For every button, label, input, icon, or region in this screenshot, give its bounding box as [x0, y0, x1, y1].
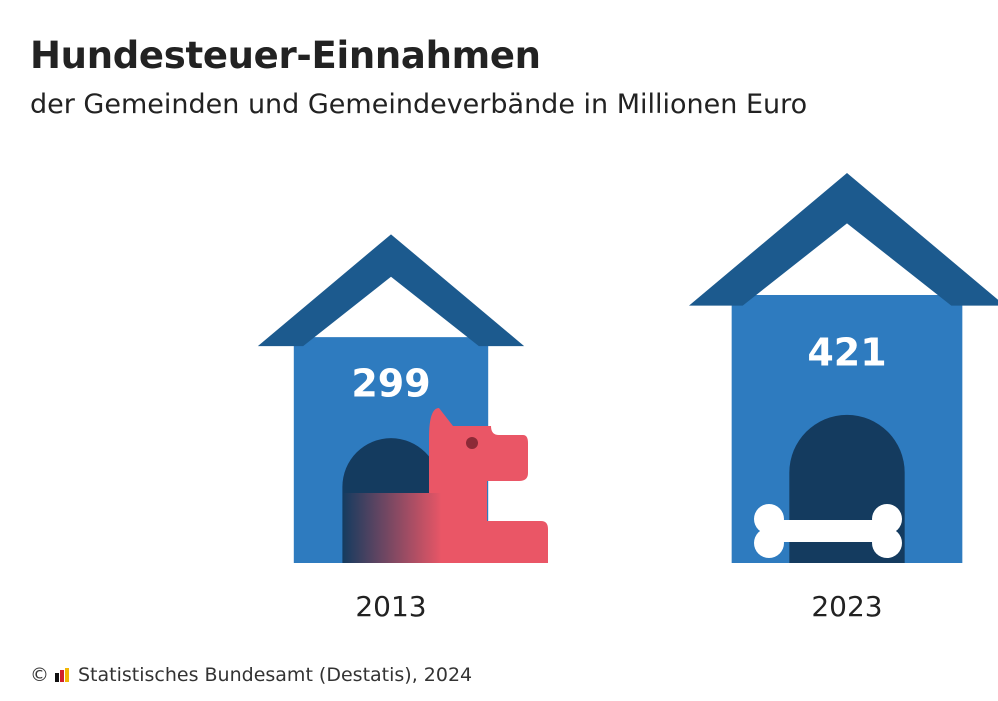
bone-knob — [754, 504, 784, 534]
dog-eye — [466, 437, 478, 449]
chart-title: Hundesteuer-Einnahmen — [30, 34, 541, 77]
dog-body-fade — [342, 493, 443, 563]
destatis-logo-icon — [55, 668, 70, 682]
source-footer: © Statistisches Bundesamt (Destatis), 20… — [30, 664, 472, 686]
source-text: Statistisches Bundesamt (Destatis), 2024 — [78, 664, 473, 686]
dog-icon — [429, 408, 548, 563]
bone-icon — [872, 528, 902, 558]
value-label-2023: 421 — [807, 330, 886, 374]
bone-shaft — [769, 520, 887, 542]
bone-knob — [872, 504, 902, 534]
category-label-2013: 2013 — [355, 590, 426, 623]
bone-knob — [754, 528, 784, 558]
category-label-2023: 2023 — [811, 590, 882, 623]
house-roof-2013 — [257, 234, 525, 347]
house-roof-2023 — [689, 173, 998, 306]
value-label-2013: 299 — [351, 361, 430, 405]
copyright-symbol: © — [30, 664, 49, 686]
chart-subtitle: der Gemeinden und Gemeindeverbände in Mi… — [30, 89, 808, 120]
